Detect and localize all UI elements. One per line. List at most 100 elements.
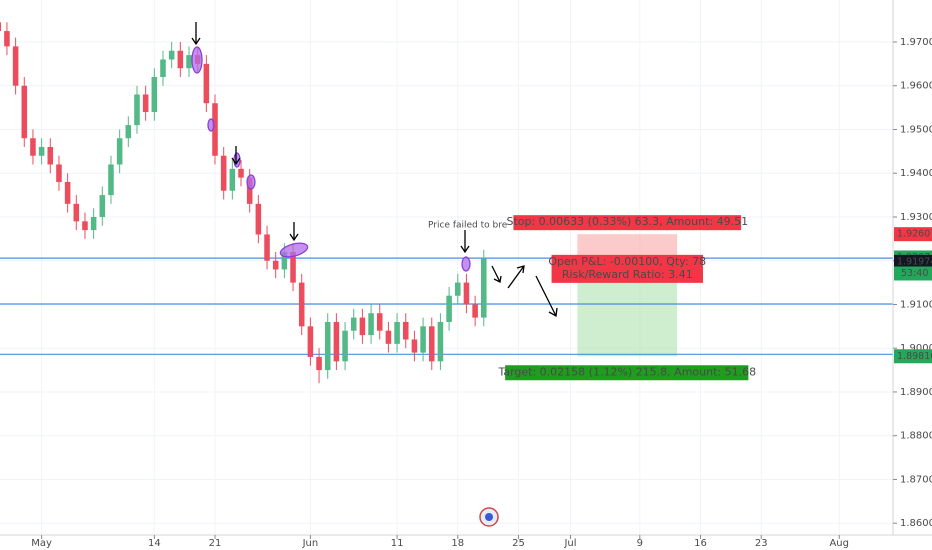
candle-body xyxy=(116,138,123,165)
x-tick-label: Aug xyxy=(829,538,849,549)
highlight xyxy=(279,242,309,258)
candle-body xyxy=(73,203,80,222)
candle-body xyxy=(359,317,366,336)
candle-body xyxy=(246,177,253,204)
x-tick-label: 11 xyxy=(391,538,404,549)
candle-body xyxy=(38,146,45,156)
candle-body xyxy=(82,221,88,231)
candle-body xyxy=(376,313,383,331)
candle-body xyxy=(316,356,322,371)
x-tick-label: May xyxy=(31,538,52,549)
candle-body xyxy=(64,181,71,204)
arrow xyxy=(535,275,558,318)
ratio-label: Risk/Reward Ratio: 3.41 xyxy=(562,268,693,281)
candle-body xyxy=(290,251,296,283)
position-layer xyxy=(577,234,678,357)
price-label: 1.91974 xyxy=(897,256,932,267)
candle-body xyxy=(307,326,314,357)
price-label-box xyxy=(894,349,932,364)
y-tick-label: 1.86000 xyxy=(900,518,932,529)
candle-body xyxy=(402,321,409,340)
candle-body xyxy=(229,168,236,191)
target-label: Target: 0.02158 (1.12%) 215.8, Amount: 5… xyxy=(497,365,756,378)
candle-body xyxy=(298,282,305,327)
candle-body xyxy=(342,330,348,362)
x-tick-label: 14 xyxy=(148,538,161,549)
x-tick-label: 9 xyxy=(637,538,643,549)
logo xyxy=(479,507,499,527)
price-label-box xyxy=(894,254,932,269)
candle-body xyxy=(428,326,435,362)
candle-body xyxy=(108,164,114,196)
highlight xyxy=(207,118,215,132)
candle-body xyxy=(168,50,175,60)
price-label-box xyxy=(894,227,932,242)
candle-body xyxy=(177,50,184,69)
candle-body xyxy=(324,321,331,371)
candle-body xyxy=(142,94,149,112)
candle-body xyxy=(463,282,470,305)
arrow xyxy=(191,22,201,46)
candle-body xyxy=(272,260,279,270)
candle-body xyxy=(203,63,210,104)
y-tick-label: 1.97000 xyxy=(900,37,932,48)
candle-body xyxy=(56,164,62,182)
highlight xyxy=(191,46,203,74)
pnl-box xyxy=(551,254,703,283)
x-tick-label: 21 xyxy=(209,538,222,549)
candle-body xyxy=(30,138,36,156)
y-tick-label: 1.90000 xyxy=(900,343,932,354)
y-tick-label: 1.93000 xyxy=(900,212,932,223)
price-label: 1.92607 xyxy=(897,229,932,240)
candle-body xyxy=(212,103,218,156)
countdown: 53:40 xyxy=(901,268,928,279)
candle-body xyxy=(411,339,418,353)
logo-icon xyxy=(485,513,493,521)
candle-body xyxy=(0,22,2,32)
y-tick-label: 1.96000 xyxy=(900,81,932,92)
candle-body xyxy=(99,195,106,217)
candle-body xyxy=(12,46,19,86)
y-tick-label: 1.88000 xyxy=(900,431,932,442)
candle-body xyxy=(186,55,192,69)
candle-body xyxy=(333,321,340,362)
x-tick-label: Jun xyxy=(302,538,319,549)
candle-body xyxy=(437,321,444,362)
candle-body xyxy=(238,168,244,178)
candle-body xyxy=(151,76,158,112)
candle-body xyxy=(47,146,54,165)
candle-body xyxy=(481,258,487,318)
axis-layer: 1.86000 1.87000 1.88000 1.89000 1.90000 1.910… xyxy=(31,37,932,549)
y-tick-label: 1.94000 xyxy=(900,168,932,179)
x-tick-label: 16 xyxy=(694,538,707,549)
arrow xyxy=(231,146,241,166)
y-tick-label: 1.89000 xyxy=(900,387,932,398)
candle-body xyxy=(90,216,97,231)
main-layer: Price failed to bre xyxy=(0,22,893,384)
target-label-box xyxy=(505,365,749,381)
annotations xyxy=(191,22,558,318)
price-label: 1.89816 xyxy=(897,351,932,362)
arrow xyxy=(460,230,470,254)
candle-body xyxy=(255,203,262,235)
candle-body xyxy=(446,295,452,322)
x-tick-label: 18 xyxy=(451,538,464,549)
candle-body xyxy=(394,321,400,344)
candle-body xyxy=(350,317,357,331)
y-tick-label: 1.91000 xyxy=(900,299,932,310)
pnl-label: Open P&L: -0.00100, Qty: 78 xyxy=(548,255,706,268)
y-tick-label: 1.87000 xyxy=(900,474,932,485)
stop-label-group: Stop: 0.00633 (0.33%) 63.3, Amount: 49.5… xyxy=(506,215,748,231)
arrow xyxy=(507,265,525,289)
countdown-box xyxy=(894,266,932,281)
x-tick-label: Jul xyxy=(563,538,576,549)
candle-body xyxy=(220,155,227,191)
highlight xyxy=(461,256,471,272)
annotation: Price failed to bre xyxy=(428,221,508,231)
target-label-group: Target: 0.02158 (1.12%) 215.8, Amount: 5… xyxy=(497,365,756,381)
stop-label-box xyxy=(513,215,742,231)
candle-body xyxy=(4,31,10,47)
candle-body xyxy=(281,251,288,270)
